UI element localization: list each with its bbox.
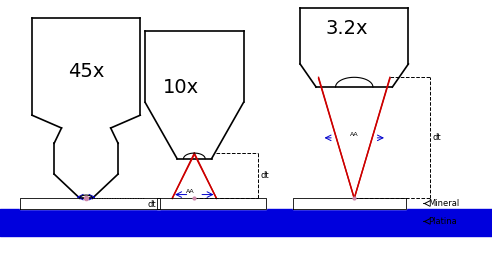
- Text: AA: AA: [350, 132, 359, 137]
- Text: Platina: Platina: [428, 217, 457, 226]
- Text: Mineral: Mineral: [428, 199, 460, 208]
- Text: 10x: 10x: [163, 78, 199, 97]
- Text: 3.2x: 3.2x: [326, 19, 368, 38]
- Text: dt: dt: [261, 171, 270, 180]
- Text: 45x: 45x: [68, 62, 104, 81]
- Text: dt: dt: [148, 200, 156, 209]
- Text: dt: dt: [433, 133, 442, 142]
- Text: AA: AA: [186, 189, 195, 194]
